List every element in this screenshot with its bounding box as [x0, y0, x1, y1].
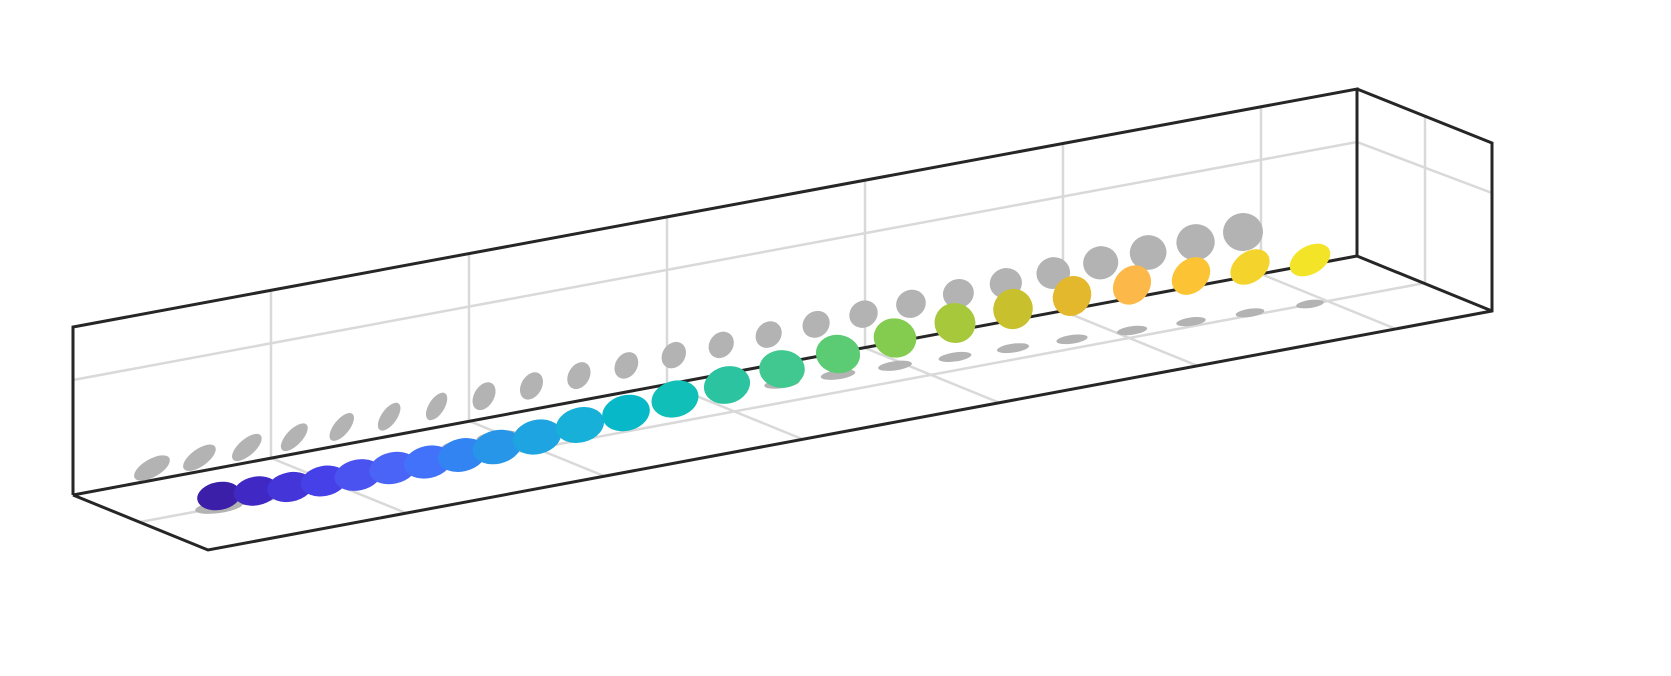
wall-shadow [329, 412, 354, 441]
discs [134, 212, 1331, 514]
disc [369, 451, 417, 485]
box-edge [71, 87, 1359, 495]
wall-shadow [425, 392, 448, 421]
disc [512, 419, 562, 455]
floor-shadow [1176, 317, 1206, 327]
wall-shadow [519, 372, 543, 400]
box-back [71, 87, 1359, 497]
grid-line [1062, 309, 1199, 368]
wall-shadow [942, 278, 974, 309]
disc [267, 471, 313, 503]
disc [1230, 249, 1270, 285]
disc [197, 481, 241, 511]
wall-shadow [567, 362, 591, 390]
disc [703, 366, 751, 404]
disc [759, 350, 805, 388]
wall-shadow [183, 444, 216, 471]
floor-shadow [996, 343, 1030, 354]
disc [602, 394, 650, 432]
disc [934, 303, 976, 343]
floor-shadow [1116, 325, 1148, 336]
disc [873, 318, 917, 358]
wall-shadow [1223, 212, 1263, 252]
disc [472, 429, 522, 465]
wall-shadow [755, 321, 782, 348]
grid-line [1260, 272, 1397, 331]
grid-line [72, 140, 1358, 382]
wall-shadow [377, 402, 401, 431]
floor-shadow [1235, 308, 1265, 318]
wall-shadow [614, 352, 639, 379]
wall-shadow [1083, 246, 1119, 280]
floor-shadow [1296, 299, 1324, 309]
wall-shadow [661, 341, 686, 369]
wall-shadow [849, 300, 878, 328]
wall-shadow [1129, 235, 1167, 270]
wall-shadow [1176, 224, 1215, 261]
floor-shadow [1056, 334, 1088, 345]
disc [993, 288, 1033, 330]
disc [1052, 275, 1092, 317]
disc [1171, 257, 1211, 295]
wall-shadow [802, 310, 830, 338]
disc [1289, 243, 1331, 277]
disc [555, 407, 605, 443]
box-front [72, 87, 1494, 552]
wall-shadow [472, 382, 496, 411]
disc [815, 334, 861, 374]
grid-line [864, 346, 1001, 405]
wall-shadow [134, 455, 170, 481]
disc [651, 380, 699, 418]
wall-shadow [280, 423, 308, 452]
wall-shadow [232, 433, 262, 462]
floor-shadow [938, 351, 972, 362]
wall-shadow [708, 331, 734, 359]
wall-shadow [896, 289, 926, 318]
floor-shadow [878, 360, 912, 371]
box-edge [1356, 254, 1493, 313]
disc [1112, 265, 1152, 305]
grid [72, 107, 1493, 524]
disc [233, 476, 279, 506]
disc [334, 459, 382, 491]
